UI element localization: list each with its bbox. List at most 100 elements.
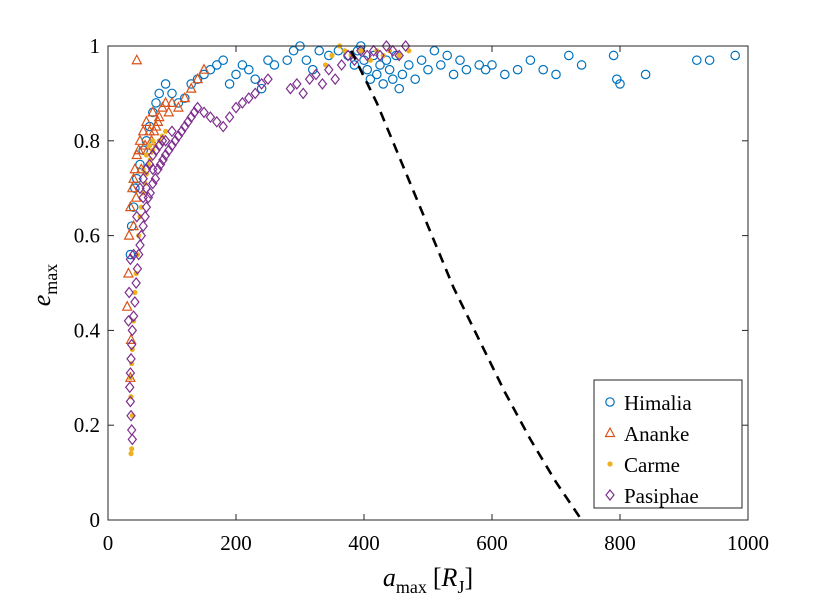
pasiphae-point	[138, 220, 148, 233]
himalia-point	[381, 55, 392, 66]
pasiphae-point	[132, 210, 142, 223]
ananke-point	[179, 91, 191, 103]
himalia-point	[186, 79, 196, 89]
pasiphae-point	[132, 262, 143, 275]
pasiphae-point	[356, 44, 366, 57]
legend-marker-ananke	[604, 426, 616, 438]
y-axis-label-sub: max	[41, 264, 61, 295]
himalia-point	[282, 55, 292, 66]
himalia-point	[368, 50, 379, 61]
ananke-point	[121, 300, 133, 311]
x-axis-unit-open: [	[433, 563, 442, 592]
himalia-point	[551, 69, 561, 80]
ananke-point	[131, 53, 143, 65]
carme-point	[150, 138, 156, 144]
himalia-point	[269, 60, 280, 70]
himalia-point	[410, 74, 420, 84]
ananke-point	[122, 267, 134, 278]
y-tick-label: 0	[90, 508, 101, 532]
carme-point	[140, 166, 146, 172]
pasiphae-point	[167, 125, 177, 138]
himalia-point	[218, 55, 228, 66]
pasiphae-point	[136, 229, 147, 242]
carme-point	[358, 48, 364, 54]
ananke-point	[185, 82, 197, 93]
pasiphae-point	[126, 409, 136, 422]
data-marks	[121, 40, 740, 457]
legend-label-carme: Carme	[624, 453, 680, 477]
pasiphae-point	[125, 395, 136, 408]
pasiphae-point	[160, 149, 171, 161]
carme-point	[380, 52, 386, 59]
pasiphae-point	[212, 115, 222, 128]
ananke-point	[147, 106, 159, 117]
pasiphae-point	[148, 163, 158, 176]
ananke-point	[130, 191, 142, 202]
carme-point	[129, 446, 135, 452]
ananke-point	[166, 96, 178, 107]
himalia-point	[403, 60, 414, 70]
legend-marker-pasiphae	[605, 489, 615, 501]
ananke-point	[129, 162, 141, 174]
pasiphae-point	[400, 40, 411, 52]
pasiphae-point	[324, 63, 334, 76]
legend: Himalia Ananke Carme Pasiphae	[593, 379, 743, 509]
pasiphae-point	[126, 352, 136, 365]
himalia-point	[349, 60, 360, 70]
himalia-point	[615, 79, 625, 89]
himalia-point	[224, 79, 235, 89]
ananke-point	[140, 115, 152, 126]
y-tick-label: 0.4	[74, 318, 101, 342]
pasiphae-point	[126, 423, 137, 436]
legend-marker-himalia	[605, 397, 615, 407]
himalia-point	[135, 159, 145, 170]
ananke-point	[128, 219, 140, 231]
pasiphae-point	[135, 239, 145, 252]
himalia-point	[378, 79, 388, 89]
pasiphae-point	[244, 92, 254, 105]
x-tick-label: 600	[476, 531, 508, 555]
pasiphae-point	[127, 324, 138, 337]
pasiphae-point	[148, 177, 158, 190]
himalia-point	[237, 60, 248, 70]
ananke-point	[198, 63, 210, 74]
pasiphae-point	[170, 134, 180, 147]
pasiphae-point	[124, 381, 135, 394]
pasiphae-point	[176, 125, 187, 138]
pasiphae-point	[231, 101, 241, 114]
pasiphae-point	[127, 433, 138, 446]
pasiphae-point	[141, 182, 152, 195]
pasiphae-point	[304, 73, 315, 86]
x-tick-label: 1000	[727, 531, 769, 555]
himalia-point	[499, 69, 510, 80]
x-axis-unit-close: ]	[464, 563, 473, 592]
x-tick-label: 800	[604, 531, 636, 555]
himalia-point	[487, 60, 497, 70]
himalia-point	[362, 64, 372, 75]
pasiphae-point	[205, 111, 216, 124]
x-axis-label: amax [RJ]	[383, 563, 473, 597]
pasiphae-point	[349, 54, 360, 67]
pasiphae-point	[167, 139, 177, 152]
himalia-point	[138, 145, 148, 156]
himalia-point	[160, 79, 171, 89]
himalia-point	[256, 83, 267, 94]
pasiphae-point	[183, 115, 193, 128]
legend-label-ananke: Ananke	[624, 422, 689, 446]
ananke-point	[125, 333, 137, 344]
himalia-point	[525, 55, 536, 66]
ananke-point	[134, 134, 146, 145]
x-axis-unit-sub: J	[457, 577, 464, 597]
y-tick-label: 0.8	[74, 129, 100, 153]
carme-point	[329, 52, 335, 59]
himalia-point	[250, 74, 260, 84]
legend-marker-carme	[607, 461, 613, 467]
ananke-point	[163, 106, 175, 117]
ananke-point	[192, 72, 204, 84]
y-axis-label: emax	[27, 264, 61, 307]
pasiphae-point	[336, 58, 347, 71]
x-axis-label-sub: max	[396, 577, 427, 597]
pasiphae-point	[330, 73, 340, 86]
pasiphae-point	[160, 134, 171, 147]
